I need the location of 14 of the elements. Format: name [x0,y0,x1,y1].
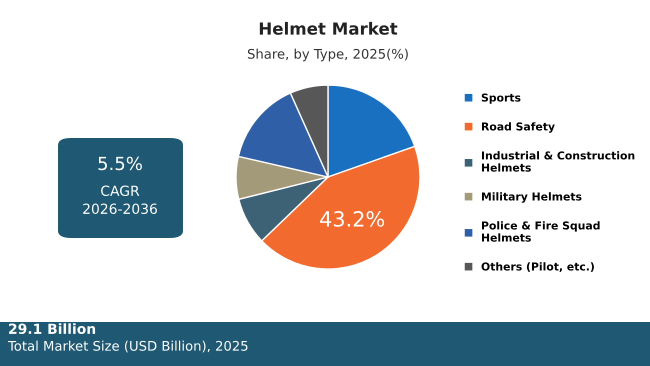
text: 5.5% [98,156,142,170]
legend-label: Industrial & Construction Helmets [482,151,634,172]
chart-subtitle: Share, by Type, 2025(%) [248,48,408,62]
text: CAGR [101,186,140,196]
legend-label: Road Safety [482,122,555,133]
text: 2026-2036 [83,204,157,214]
data-label: 43.2% [320,211,384,227]
legend-label: Sports [482,93,520,104]
text: 29.1 Billion [9,323,96,334]
legend-label: Others (Pilot, etc.) [482,262,594,272]
legend-label: Police & Fire Squad Helmets [482,221,600,242]
chart-title: Helmet Market [260,22,398,35]
legend-label: Military Helmets [482,192,582,203]
text: Total Market Size (USD Billion), 2025 [8,340,248,352]
